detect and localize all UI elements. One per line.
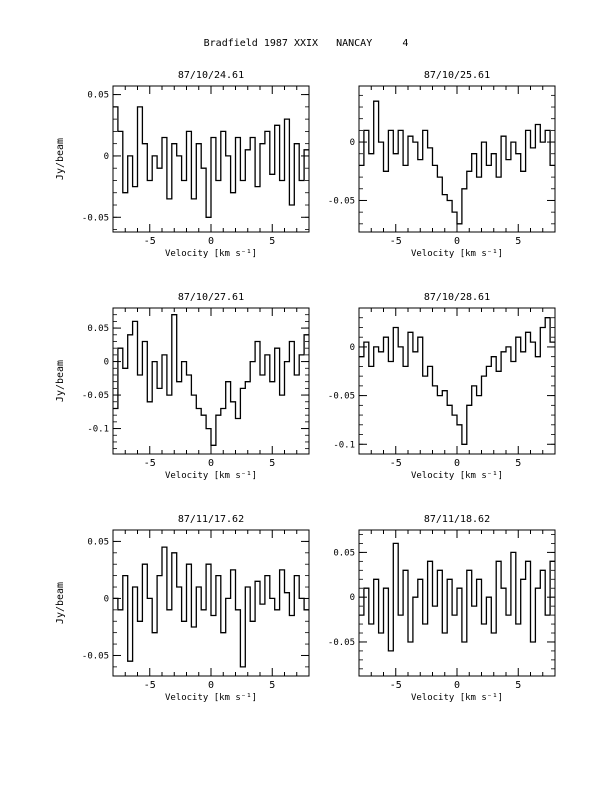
y-tick-label: 0 xyxy=(104,152,109,162)
spectrum-panel: 87/10/25.61 -5 0 5 -0.05 0 Velocity [km s⁻¹] xyxy=(328,70,556,259)
x-tick-label: 5 xyxy=(515,236,521,247)
spectrum-line xyxy=(113,106,309,218)
y-tick-label: -0.1 xyxy=(333,440,355,450)
spectrum-panel: 87/10/24.61 -5 0 5 -0.05 0 0.05 Velocity [km s⁻… xyxy=(55,70,310,259)
y-tick-label: 0.05 xyxy=(87,537,109,547)
panel-title: 87/10/28.61 xyxy=(424,292,490,303)
panel-title: 87/10/27.61 xyxy=(178,292,244,303)
spectrum-panel: 87/11/17.62 -5 0 5 -0.05 0 0.05 Velocity [km s⁻… xyxy=(55,514,310,703)
spectrum-line xyxy=(359,317,555,445)
x-tick-label: -5 xyxy=(144,680,156,691)
panel-title: 87/10/25.61 xyxy=(424,70,490,81)
x-axis-label: Velocity [km s⁻¹] xyxy=(165,249,257,259)
x-axis-label: Velocity [km s⁻¹] xyxy=(411,471,503,481)
x-tick-label: 0 xyxy=(454,458,460,469)
x-tick-label: -5 xyxy=(144,236,156,247)
y-tick-label: -0.05 xyxy=(82,651,109,661)
spectrum-panel: 87/11/18.62 -5 0 5 -0.05 0 0.05 Velocity [km s⁻… xyxy=(328,514,556,703)
panel-title: 87/10/24.61 xyxy=(178,70,244,81)
x-tick-label: 5 xyxy=(269,680,275,691)
x-tick-label: 0 xyxy=(454,236,460,247)
spectrum-line xyxy=(113,314,309,446)
y-tick-label: 0.05 xyxy=(87,324,109,334)
panel-title: 87/11/18.62 xyxy=(424,514,490,525)
y-tick-label: 0 xyxy=(350,593,355,603)
y-tick-label: 0 xyxy=(104,594,109,604)
y-tick-label: -0.05 xyxy=(82,213,109,223)
spectrum-line xyxy=(359,542,555,652)
y-tick-label: 0 xyxy=(350,343,355,353)
y-tick-label: -0.05 xyxy=(328,392,355,402)
spectrum-line xyxy=(359,100,555,225)
y-axis-label: Jy/beam xyxy=(55,360,66,402)
y-tick-label: -0.1 xyxy=(87,425,109,435)
x-tick-label: 5 xyxy=(269,236,275,247)
x-axis-label: Velocity [km s⁻¹] xyxy=(165,693,257,703)
plot-frame xyxy=(358,307,556,455)
y-axis-label: Jy/beam xyxy=(55,138,66,180)
x-axis-label: Velocity [km s⁻¹] xyxy=(411,249,503,259)
y-tick-label: 0 xyxy=(104,358,109,368)
panel-title: 87/11/17.62 xyxy=(178,514,244,525)
x-tick-label: 5 xyxy=(515,680,521,691)
spectrum-panel: 87/10/27.61 -5 0 5 -0.1 -0.05 0 0.05 Velocity [k… xyxy=(55,292,310,481)
y-axis-label: Jy/beam xyxy=(55,582,66,624)
x-tick-label: 5 xyxy=(269,458,275,469)
x-tick-label: 0 xyxy=(454,680,460,691)
x-tick-label: -5 xyxy=(390,680,402,691)
x-axis-label: Velocity [km s⁻¹] xyxy=(411,693,503,703)
x-tick-label: 0 xyxy=(208,236,214,247)
x-tick-label: 5 xyxy=(515,458,521,469)
x-axis-label: Velocity [km s⁻¹] xyxy=(165,471,257,481)
y-tick-label: -0.05 xyxy=(328,196,355,206)
spectrum-line xyxy=(113,546,309,668)
spectrum-panel: 87/10/28.61 -5 0 5 -0.1 -0.05 0 Velocity [km s⁻… xyxy=(328,292,556,481)
y-tick-label: -0.05 xyxy=(82,391,109,401)
y-tick-label: 0.05 xyxy=(333,548,355,558)
x-tick-label: -5 xyxy=(144,458,156,469)
y-tick-label: 0.05 xyxy=(87,91,109,101)
y-tick-label: 0 xyxy=(350,138,355,148)
x-tick-label: 0 xyxy=(208,680,214,691)
y-tick-label: -0.05 xyxy=(328,638,355,648)
page-title: Bradfield 1987 XXIX NANCAY 4 xyxy=(203,38,409,49)
x-tick-label: -5 xyxy=(390,458,402,469)
x-tick-label: 0 xyxy=(208,458,214,469)
x-tick-label: -5 xyxy=(390,236,402,247)
